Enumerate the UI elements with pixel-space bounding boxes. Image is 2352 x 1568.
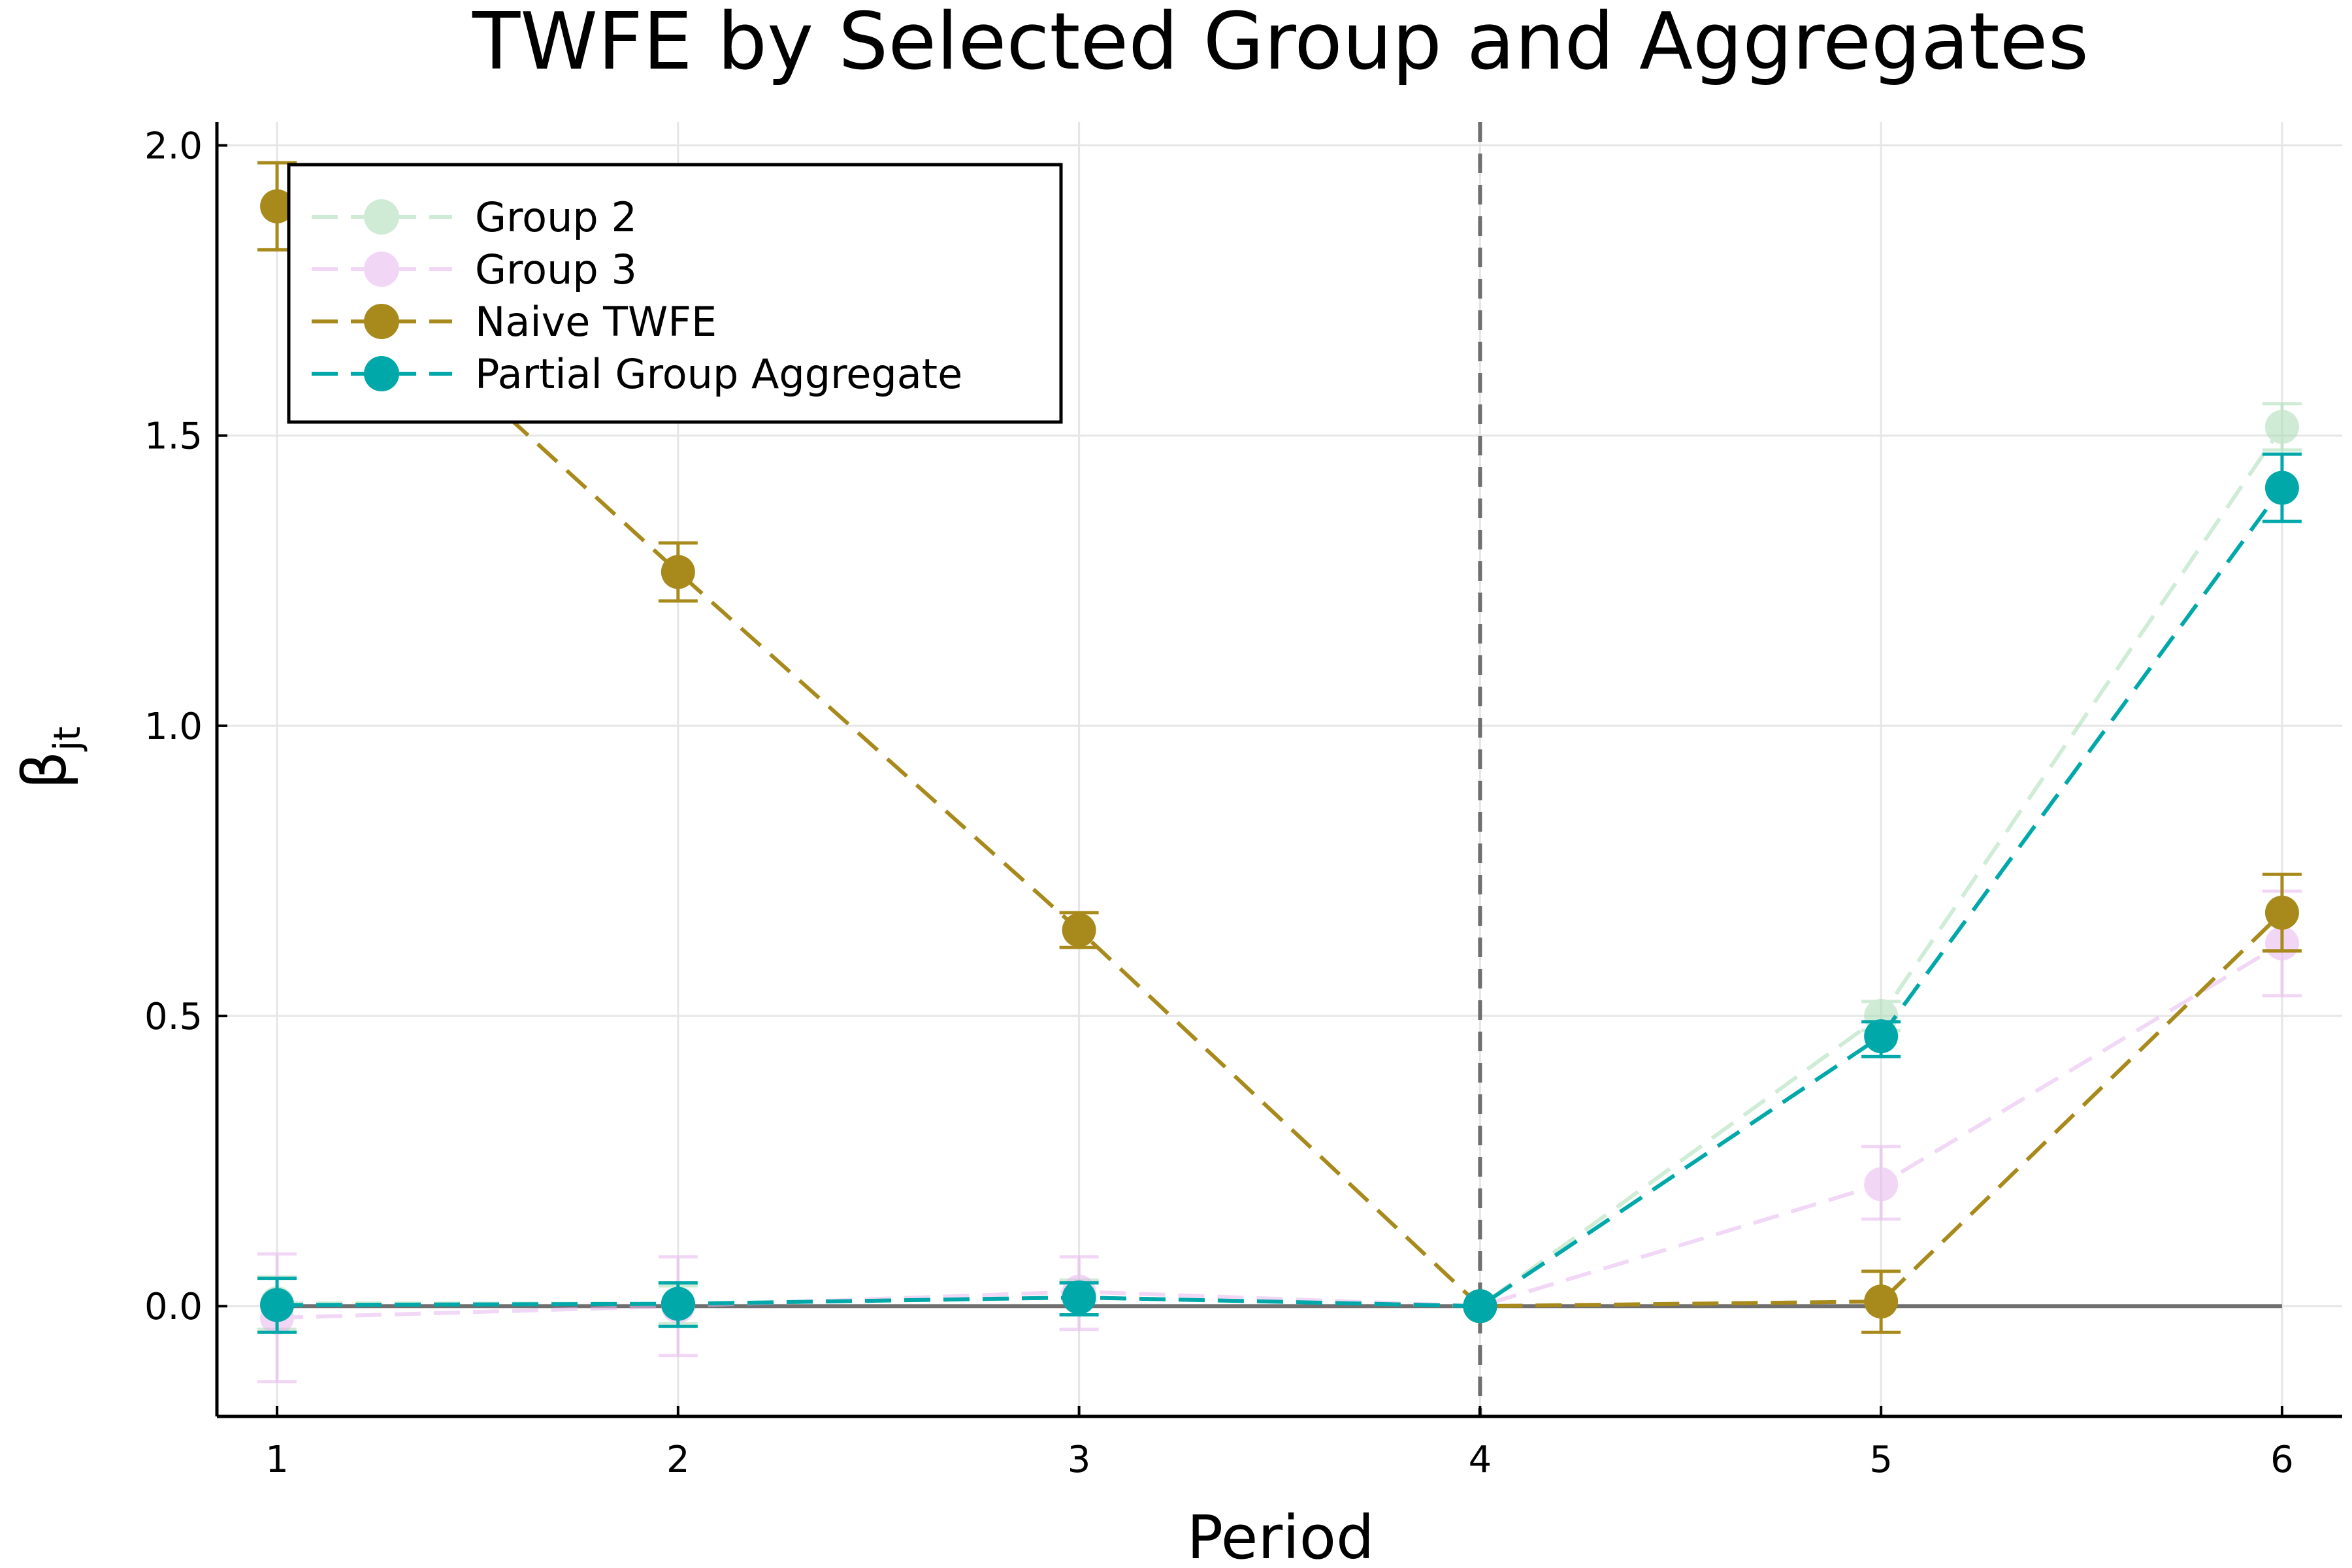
- series-layer: [257, 161, 2302, 1384]
- legend-item: [312, 356, 452, 391]
- data-point: [1864, 1167, 1899, 1201]
- legend-label: Naive TWFE: [475, 298, 717, 346]
- data-point: [260, 189, 295, 223]
- x-axis-title: Period: [1187, 1503, 1375, 1568]
- y-axis-title: βjt: [10, 727, 89, 789]
- legend-label: Group 3: [475, 246, 637, 293]
- x-tick-label: 3: [1068, 1439, 1091, 1481]
- y-tick-label: 1.0: [144, 706, 203, 748]
- legend-item: [312, 199, 452, 235]
- y-axis-title-main: β: [10, 751, 80, 789]
- legend-label: Group 2: [475, 193, 637, 241]
- legend-marker: [364, 199, 399, 235]
- series-line: [277, 486, 2284, 1309]
- data-point: [1864, 1019, 1899, 1054]
- legend-marker: [364, 252, 399, 287]
- data-point: [1864, 1284, 1899, 1319]
- legend-marker: [364, 304, 399, 339]
- data-point: [2264, 470, 2299, 505]
- y-tick-label: 0.0: [144, 1286, 203, 1328]
- y-axis-title-sub: jt: [46, 727, 89, 753]
- data-point: [2264, 895, 2299, 930]
- chart-title: TWFE by Selected Group and Aggregates: [472, 0, 2089, 88]
- data-point: [661, 555, 695, 589]
- data-point: [1062, 913, 1096, 947]
- legend-marker: [364, 356, 399, 391]
- y-tick-label: 0.5: [144, 996, 203, 1038]
- axes: [215, 122, 2342, 1418]
- data-point: [260, 1288, 295, 1322]
- tick-labels: 1 2 3 4 5 6 0.0 0.5 1.0 1.5 2.0: [144, 125, 2294, 1481]
- legend-item: [312, 304, 452, 339]
- x-tick-label: 4: [1469, 1439, 1492, 1481]
- x-tick-label: 1: [265, 1439, 289, 1481]
- x-tick-label: 6: [2270, 1439, 2294, 1481]
- x-tick-label: 2: [666, 1439, 690, 1481]
- legend-label: Partial Group Aggregate: [475, 350, 962, 398]
- data-point: [1463, 1289, 1497, 1324]
- data-point: [1062, 1280, 1096, 1315]
- legend-box: [287, 163, 1063, 424]
- data-point: [2264, 410, 2299, 444]
- y-tick-label: 2.0: [144, 125, 203, 168]
- series-partial-group-aggregate: [257, 452, 2302, 1334]
- series-line: [276, 204, 2284, 1309]
- data-point: [661, 1286, 695, 1321]
- y-axis-title-group: βjt: [10, 727, 89, 789]
- legend-item: [312, 252, 452, 287]
- y-tick-label: 1.5: [144, 416, 203, 458]
- series-line: [276, 941, 2283, 1320]
- x-tick-label: 5: [1869, 1439, 1893, 1481]
